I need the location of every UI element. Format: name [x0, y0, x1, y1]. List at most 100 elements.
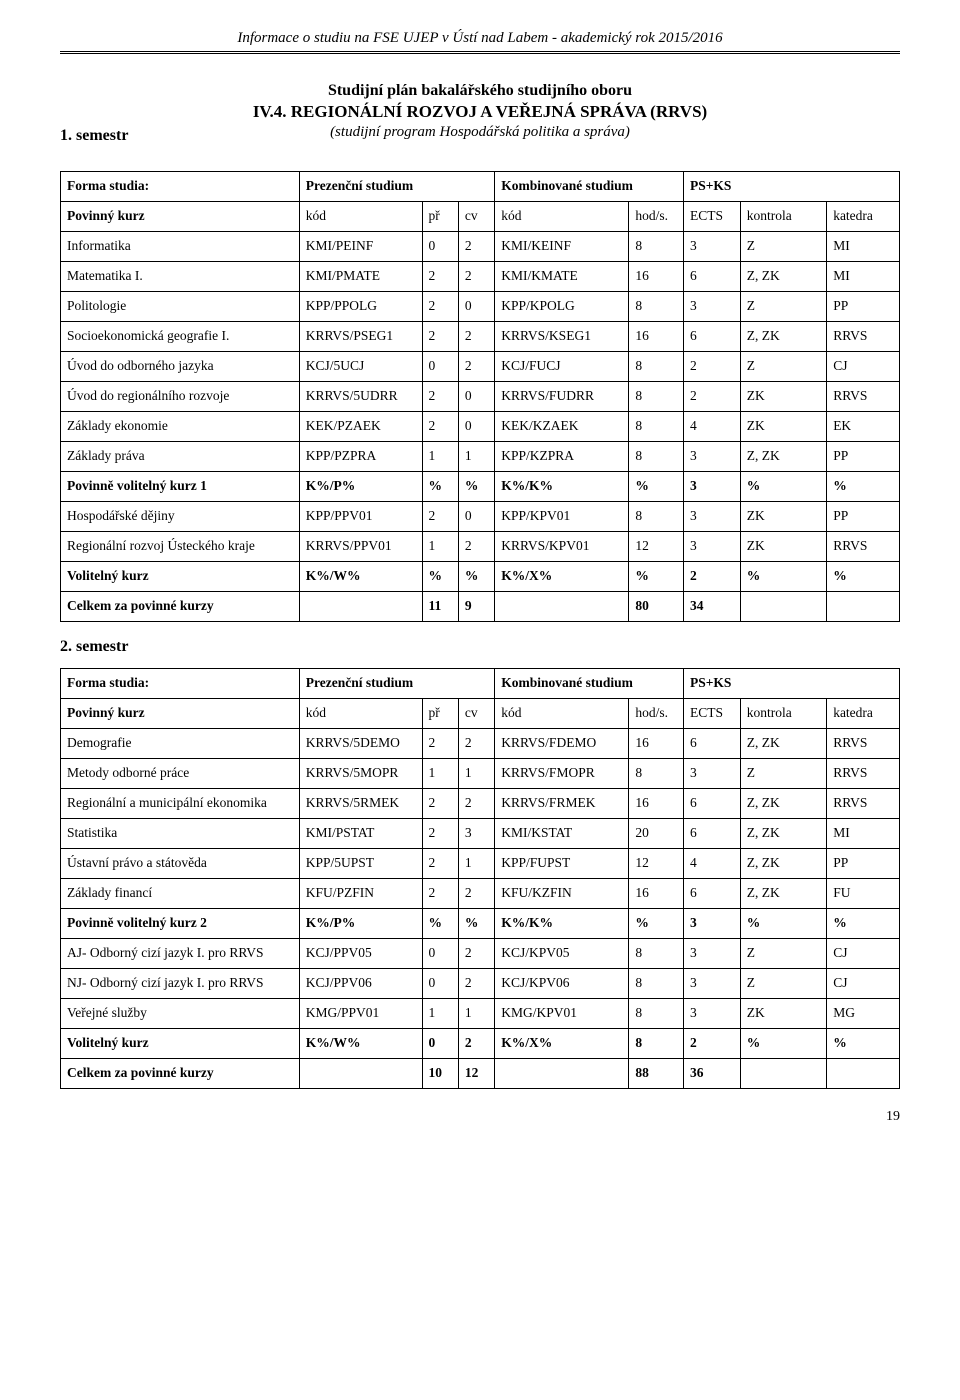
cell-name: Základy financí — [61, 879, 300, 909]
cell-pr: 1 — [422, 532, 458, 562]
cell-ects: 6 — [683, 789, 740, 819]
table-row: PolitologieKPP/PPOLG20KPP/KPOLG83ZPP — [61, 292, 900, 322]
semester-2-table: Forma studia: Prezenční studium Kombinov… — [60, 668, 900, 1089]
plan-program: (studijní program Hospodářská politika a… — [60, 124, 900, 141]
cell-pr: 1 — [422, 759, 458, 789]
hdr-kontrola: kontrola — [740, 202, 826, 232]
cell-katedra: CJ — [827, 969, 900, 999]
cell-code2: KPP/KPV01 — [495, 502, 629, 532]
cell-ects: 3 — [683, 472, 740, 502]
cell-cv: 2 — [458, 969, 494, 999]
table-row: Povinně volitelný kurz 1K%/P%%%K%/K%%3%% — [61, 472, 900, 502]
table-row: Regionální a municipální ekonomikaKRRVS/… — [61, 789, 900, 819]
cell-pr: 0 — [422, 969, 458, 999]
cell-pr: 2 — [422, 412, 458, 442]
cell-code1: KRRVS/PSEG1 — [299, 322, 422, 352]
cell-katedra: MI — [827, 819, 900, 849]
cell-name: Politologie — [61, 292, 300, 322]
header-row: Povinný kurz kód př cv kód hod/s. ECTS k… — [61, 202, 900, 232]
cell-katedra — [827, 1059, 900, 1089]
cell-name: Volitelný kurz — [61, 562, 300, 592]
cell-name: Povinně volitelný kurz 2 — [61, 909, 300, 939]
cell-katedra: CJ — [827, 939, 900, 969]
cell-kontrola: Z — [740, 939, 826, 969]
cell-code1: KRRVS/5MOPR — [299, 759, 422, 789]
cell-pr: 11 — [422, 592, 458, 622]
cell-ects: 3 — [683, 969, 740, 999]
cell-kontrola: % — [740, 472, 826, 502]
cell-hod: 12 — [629, 849, 684, 879]
plan-title: Studijní plán bakalářského studijního ob… — [60, 82, 900, 100]
cell-katedra: EK — [827, 412, 900, 442]
table-row: Ústavní právo a státovědaKPP/5UPST21KPP/… — [61, 849, 900, 879]
cell-katedra: RRVS — [827, 789, 900, 819]
cell-hod: 16 — [629, 322, 684, 352]
cell-name: Volitelný kurz — [61, 1029, 300, 1059]
table-row: Základy právaKPP/PZPRA11KPP/KZPRA83Z, ZK… — [61, 442, 900, 472]
cell-katedra: PP — [827, 292, 900, 322]
hdr-katedra: katedra — [827, 699, 900, 729]
cell-katedra: PP — [827, 442, 900, 472]
cell-code2: KCJ/KPV06 — [495, 969, 629, 999]
cell-pr: 0 — [422, 352, 458, 382]
cell-code1: K%/P% — [299, 472, 422, 502]
cell-code2: KRRVS/KPV01 — [495, 532, 629, 562]
cell-code2: KFU/KZFIN — [495, 879, 629, 909]
cell-kontrola: Z — [740, 292, 826, 322]
form-komb: Kombinované studium — [495, 172, 684, 202]
cell-cv: 0 — [458, 292, 494, 322]
cell-kontrola: ZK — [740, 532, 826, 562]
cell-name: Základy práva — [61, 442, 300, 472]
form-label: Forma studia: — [61, 172, 300, 202]
form-psks: PS+KS — [683, 172, 899, 202]
cell-code1: KPP/PPOLG — [299, 292, 422, 322]
cell-cv: 2 — [458, 939, 494, 969]
cell-code1: KRRVS/5RMEK — [299, 789, 422, 819]
cell-pr: 1 — [422, 442, 458, 472]
cell-hod: % — [629, 562, 684, 592]
cell-kontrola: Z, ZK — [740, 729, 826, 759]
cell-kontrola: Z — [740, 232, 826, 262]
cell-cv: 2 — [458, 262, 494, 292]
cell-hod: 16 — [629, 262, 684, 292]
cell-ects: 4 — [683, 849, 740, 879]
cell-pr: % — [422, 472, 458, 502]
cell-hod: 80 — [629, 592, 684, 622]
cell-code2: KRRVS/KSEG1 — [495, 322, 629, 352]
hdr-cv: cv — [458, 202, 494, 232]
cell-code2: KRRVS/FRMEK — [495, 789, 629, 819]
cell-ects: 2 — [683, 382, 740, 412]
cell-name: Úvod do regionálního rozvoje — [61, 382, 300, 412]
page-header: Informace o studiu na FSE UJEP v Ústí na… — [60, 30, 900, 54]
hdr-ects: ECTS — [683, 202, 740, 232]
cell-ects: 3 — [683, 532, 740, 562]
hdr-povinny: Povinný kurz — [61, 699, 300, 729]
cell-code1: KRRVS/5DEMO — [299, 729, 422, 759]
hdr-kod1: kód — [299, 699, 422, 729]
cell-pr: 2 — [422, 262, 458, 292]
cell-ects: 3 — [683, 759, 740, 789]
table-row: StatistikaKMI/PSTAT23KMI/KSTAT206Z, ZKMI — [61, 819, 900, 849]
cell-pr: 2 — [422, 789, 458, 819]
cell-ects: 3 — [683, 909, 740, 939]
cell-name: Metody odborné práce — [61, 759, 300, 789]
cell-code1: KPP/PZPRA — [299, 442, 422, 472]
cell-code2: KCJ/FUCJ — [495, 352, 629, 382]
cell-pr: 0 — [422, 939, 458, 969]
cell-katedra: FU — [827, 879, 900, 909]
page-number: 19 — [60, 1109, 900, 1125]
cell-katedra: RRVS — [827, 382, 900, 412]
cell-kontrola: Z — [740, 759, 826, 789]
table-row: Metody odborné práceKRRVS/5MOPR11KRRVS/F… — [61, 759, 900, 789]
cell-hod: 8 — [629, 939, 684, 969]
semester-1-label: 1. semestr — [60, 127, 128, 145]
cell-katedra: % — [827, 472, 900, 502]
cell-hod: 16 — [629, 879, 684, 909]
cell-kontrola — [740, 592, 826, 622]
cell-name: Regionální rozvoj Ústeckého kraje — [61, 532, 300, 562]
cell-name: Demografie — [61, 729, 300, 759]
cell-code2: KEK/KZAEK — [495, 412, 629, 442]
cell-code1: KMI/PEINF — [299, 232, 422, 262]
cell-code1: KPP/PPV01 — [299, 502, 422, 532]
cell-code2: K%/X% — [495, 1029, 629, 1059]
